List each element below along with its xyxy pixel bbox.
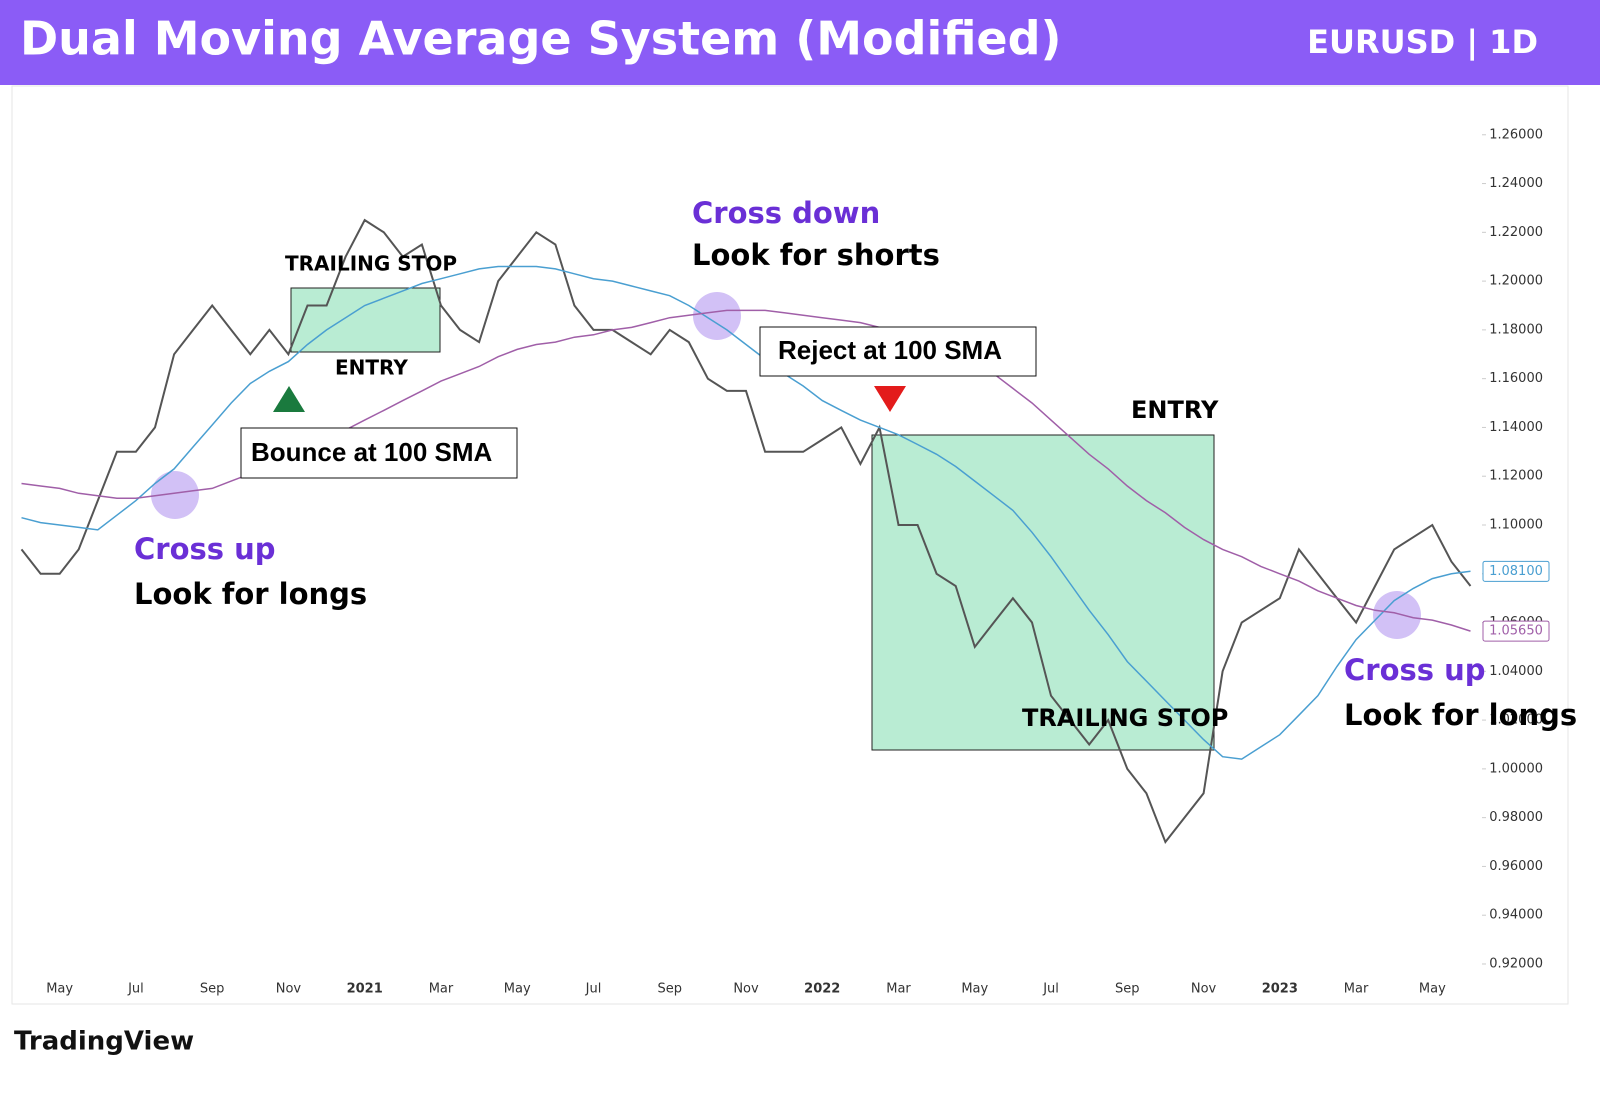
y-tick-label: 1.18000: [1489, 322, 1543, 337]
x-tick-label: Nov: [1191, 982, 1217, 997]
y-tick-label: 0.94000: [1489, 908, 1543, 923]
y-tick-label: 1.04000: [1489, 664, 1543, 679]
trade-zone: [290, 287, 441, 353]
annotation: Look for longs: [1344, 698, 1577, 732]
annotation-box: [240, 427, 518, 479]
y-tick-label: 1.00000: [1489, 761, 1543, 776]
x-tick-label: Nov: [276, 982, 302, 997]
x-tick-label: Jul: [585, 982, 602, 997]
y-tick-label: 1.16000: [1489, 371, 1543, 386]
x-tick-label: 2023: [1262, 982, 1298, 997]
x-tick-label: Mar: [429, 982, 454, 997]
annotation: ENTRY: [335, 356, 408, 380]
title: Dual Moving Average System (Modified): [20, 12, 1062, 66]
x-tick-label: Jul: [127, 982, 144, 997]
x-tick-label: Sep: [200, 982, 225, 997]
y-tick-label: 1.22000: [1489, 225, 1543, 240]
x-tick-label: Sep: [657, 982, 682, 997]
x-tick-label: Mar: [886, 982, 911, 997]
plot-frame: [11, 85, 1569, 1005]
y-tick-label: 1.12000: [1489, 469, 1543, 484]
price-label: 1.08100: [1489, 564, 1543, 579]
x-tick-label: Jul: [1042, 982, 1059, 997]
x-tick-label: May: [46, 982, 73, 997]
annotation: Cross up: [1344, 653, 1486, 687]
annotation-box: [759, 326, 1037, 377]
price-label-box: [1482, 620, 1550, 642]
y-tick-label: 1.02000: [1489, 713, 1543, 728]
price-label: 1.05650: [1489, 624, 1543, 639]
trade-zone: [871, 434, 1215, 751]
brand: TradingView: [14, 1027, 194, 1057]
x-tick-label: May: [504, 982, 531, 997]
y-tick-label: 0.96000: [1489, 859, 1543, 874]
annotation: Look for longs: [134, 577, 367, 611]
y-tick-label: 1.14000: [1489, 420, 1543, 435]
x-tick-label: Nov: [733, 982, 759, 997]
cross-marker: [151, 471, 199, 519]
annotation: Cross up: [134, 532, 276, 566]
y-tick-label: 0.98000: [1489, 810, 1543, 825]
header: [0, 0, 1600, 85]
symbol: EURUSD | 1D: [1307, 23, 1538, 62]
x-tick-label: 2021: [347, 982, 383, 997]
y-tick-label: 1.20000: [1489, 274, 1543, 289]
y-tick-label: 0.92000: [1489, 956, 1543, 971]
price-label-box: [1482, 560, 1550, 582]
annotation: Bounce at 100 SMA: [251, 437, 493, 467]
annotation: Cross down: [692, 196, 880, 230]
annotation: TRAILING STOP: [1022, 704, 1228, 732]
y-tick-label: 1.24000: [1489, 176, 1543, 191]
sell-arrow: [874, 386, 906, 412]
sma-line: [21, 265, 1471, 760]
x-tick-label: 2022: [804, 982, 840, 997]
x-tick-label: Sep: [1115, 982, 1140, 997]
x-tick-label: May: [961, 982, 988, 997]
y-tick-label: 1.26000: [1489, 127, 1543, 142]
price-line: [20, 218, 1472, 844]
annotation: Look for shorts: [692, 238, 940, 272]
x-tick-label: May: [1419, 982, 1446, 997]
buy-arrow: [273, 386, 305, 412]
cross-marker: [693, 292, 741, 340]
y-tick-label: 1.10000: [1489, 517, 1543, 532]
cross-marker: [1373, 591, 1421, 639]
annotation: TRAILING STOP: [285, 252, 457, 276]
x-tick-label: Mar: [1344, 982, 1369, 997]
annotation: Reject at 100 SMA: [778, 335, 1002, 365]
annotation: ENTRY: [1131, 396, 1219, 424]
